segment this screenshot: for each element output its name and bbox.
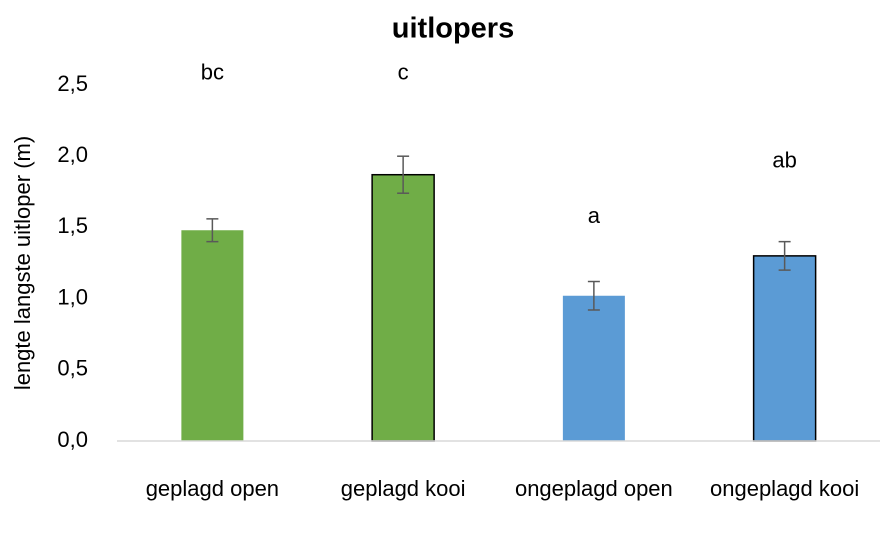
chart-title: uitlopers: [392, 13, 514, 45]
significance-label: a: [588, 203, 601, 228]
y-axis-label: lengte langste uitloper (m): [10, 136, 35, 390]
y-tick-label: 1,5: [57, 213, 88, 238]
y-tick-label: 0,5: [57, 356, 88, 381]
bar: [752, 255, 817, 442]
significance-label: ab: [772, 148, 796, 173]
y-tick-label: 1,0: [57, 284, 88, 309]
x-tick-label: geplagd open: [145, 476, 280, 501]
bar: [371, 173, 435, 442]
y-tick-label: 0,0: [57, 427, 88, 452]
x-tick-label: geplagd kooi: [340, 476, 466, 501]
x-tick-label: ongeplagd open: [514, 476, 673, 501]
y-tick-label: 2,0: [57, 142, 88, 167]
bar: [181, 230, 244, 441]
bar: [562, 295, 625, 441]
x-tick-label: ongeplagd kooi: [710, 476, 860, 501]
y-tick-label: 2,5: [57, 71, 88, 96]
significance-label: c: [398, 59, 409, 84]
significance-label: bc: [201, 59, 224, 84]
